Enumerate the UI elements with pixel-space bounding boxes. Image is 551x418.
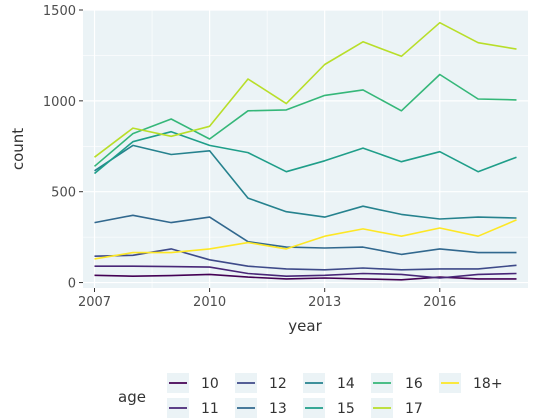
legend-label-10: 10: [201, 376, 219, 392]
series-line-13: [94, 214, 517, 256]
panel-background: [83, 10, 528, 288]
x-tick-label: 2016: [423, 295, 456, 310]
y-axis-ticks: 0 500 1000 1500: [43, 4, 83, 292]
legend-title: age: [118, 388, 146, 406]
legend-label-17: 17: [405, 401, 423, 417]
legend-label-11: 11: [201, 401, 219, 417]
series-line-11: [94, 265, 517, 279]
legend-label-13: 13: [269, 401, 287, 417]
y-tick-label: 1000: [43, 95, 76, 110]
series-line-15: [93, 130, 517, 175]
series-line-18+: [94, 219, 517, 260]
legend-label-18+: 18+: [473, 376, 503, 392]
y-tick-label: 500: [51, 186, 76, 201]
y-tick-label: 1500: [43, 4, 76, 19]
series-line-14: [94, 144, 517, 220]
legend-label-14: 14: [337, 376, 355, 392]
grid: [83, 9, 528, 288]
x-axis-ticks: 2007 2010 2013 2016: [78, 288, 456, 310]
series-lines: [93, 21, 517, 281]
y-axis-title: count: [9, 128, 27, 170]
legend: age 10 11 12 13 14 15 16 17 18+: [118, 373, 503, 418]
series-line-12: [94, 248, 517, 271]
series-line-16: [93, 73, 517, 167]
legend-label-15: 15: [337, 401, 355, 417]
x-axis-title: year: [288, 317, 322, 335]
legend-label-12: 12: [269, 376, 287, 392]
x-tick-label: 2010: [193, 295, 226, 310]
series-line-17: [94, 21, 517, 158]
y-tick-label: 0: [68, 277, 76, 292]
x-tick-label: 2013: [308, 295, 341, 310]
x-tick-label: 2007: [78, 295, 111, 310]
legend-label-16: 16: [405, 376, 423, 392]
